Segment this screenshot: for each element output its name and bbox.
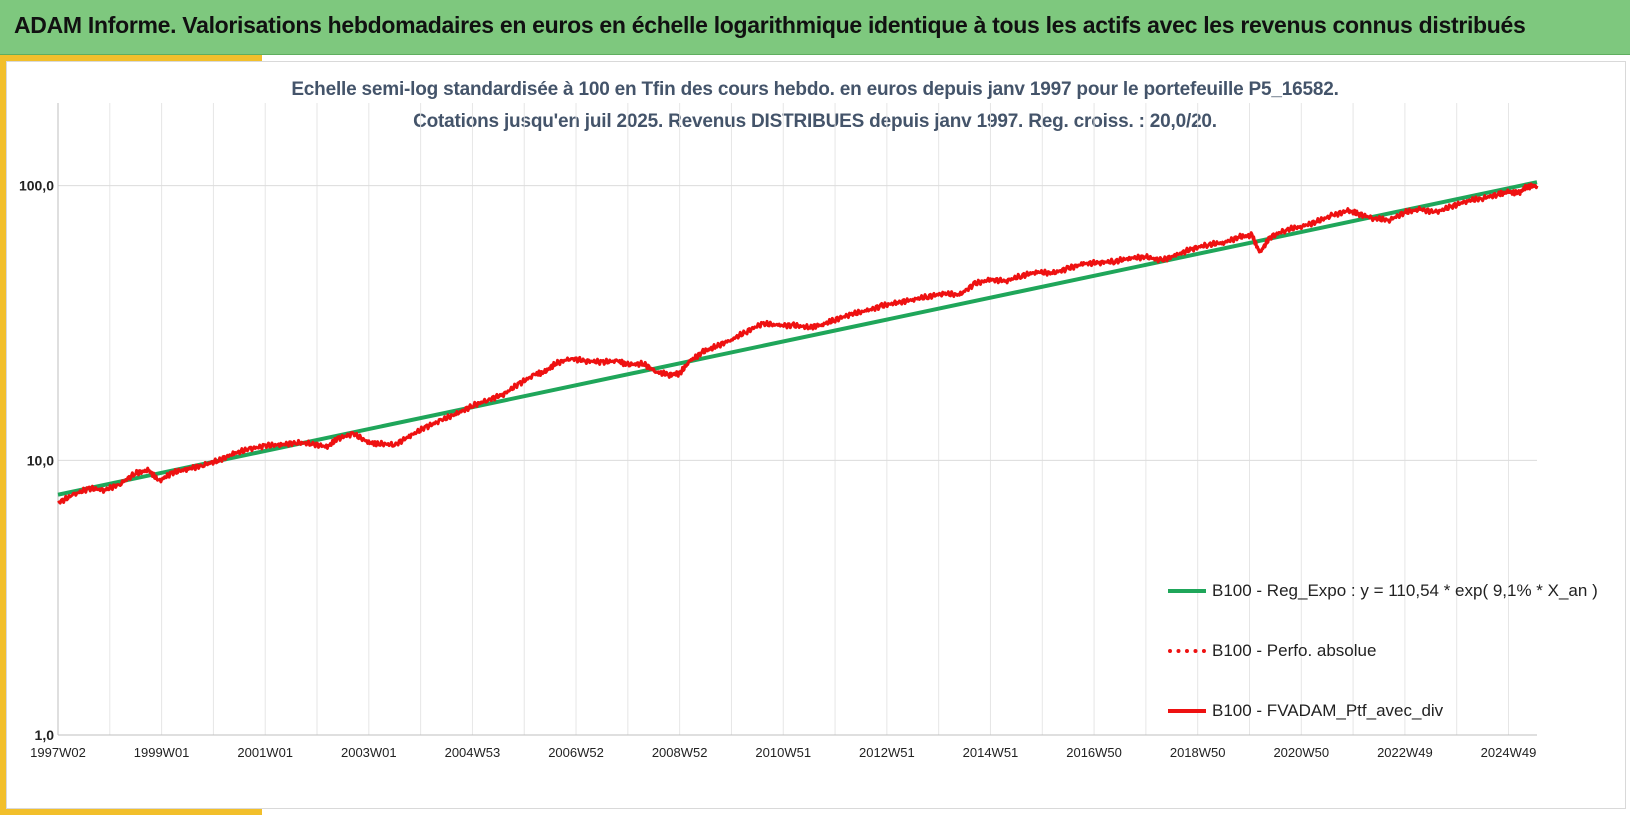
accent-bar-top xyxy=(0,55,262,61)
banner-title: ADAM Informe. Valorisations hebdomadaire… xyxy=(14,12,1526,38)
y-tick-label: 10,0 xyxy=(27,452,54,468)
x-tick-label: 2001W01 xyxy=(237,745,293,760)
y-tick-label: 1,0 xyxy=(35,727,55,743)
chart-title-line-2: Cotations jusqu'en juil 2025. Revenus DI… xyxy=(413,111,1217,132)
x-tick-label: 2003W01 xyxy=(341,745,397,760)
x-tick-label: 2008W52 xyxy=(652,745,708,760)
x-tick-label: 2024W49 xyxy=(1481,745,1537,760)
x-tick-label: 2022W49 xyxy=(1377,745,1433,760)
x-tick-label: 2004W53 xyxy=(445,745,501,760)
chart-title-line-1: Echelle semi-log standardisée à 100 en T… xyxy=(291,79,1339,100)
y-tick-label: 100,0 xyxy=(19,178,54,194)
legend-label-regression: B100 - Reg_Expo : y = 110,54 * exp( 9,1%… xyxy=(1212,581,1598,600)
legend-item-portfolio: B100 - FVADAM_Ptf_avec_div xyxy=(1168,700,1443,722)
portfolio-line xyxy=(57,182,1539,505)
legend-item-regression: B100 - Reg_Expo : y = 110,54 * exp( 9,1%… xyxy=(1168,580,1598,602)
x-tick-label: 2018W50 xyxy=(1170,745,1226,760)
legend-label-portfolio: B100 - FVADAM_Ptf_avec_div xyxy=(1212,701,1444,720)
legend-swatch-regression xyxy=(1168,589,1206,593)
legend-label-perfo-absolue: B100 - Perfo. absolue xyxy=(1212,641,1377,660)
x-tick-label: 2016W50 xyxy=(1066,745,1122,760)
header-banner: ADAM Informe. Valorisations hebdomadaire… xyxy=(0,0,1630,55)
x-tick-label: 1997W02 xyxy=(30,745,86,760)
legend-swatch-portfolio xyxy=(1168,709,1206,713)
x-tick-label: 2006W52 xyxy=(548,745,604,760)
x-tick-label: 2020W50 xyxy=(1273,745,1329,760)
accent-bar-bottom xyxy=(0,808,262,815)
legend-item-perfo-absolue: B100 - Perfo. absolue xyxy=(1168,640,1376,662)
x-tick-label: 1999W01 xyxy=(134,745,190,760)
x-tick-label: 2012W51 xyxy=(859,745,915,760)
x-tick-label: 2010W51 xyxy=(755,745,811,760)
accent-bar-left xyxy=(0,55,6,815)
x-tick-label: 2014W51 xyxy=(963,745,1019,760)
legend-swatch-perfo-absolue xyxy=(1168,649,1206,653)
